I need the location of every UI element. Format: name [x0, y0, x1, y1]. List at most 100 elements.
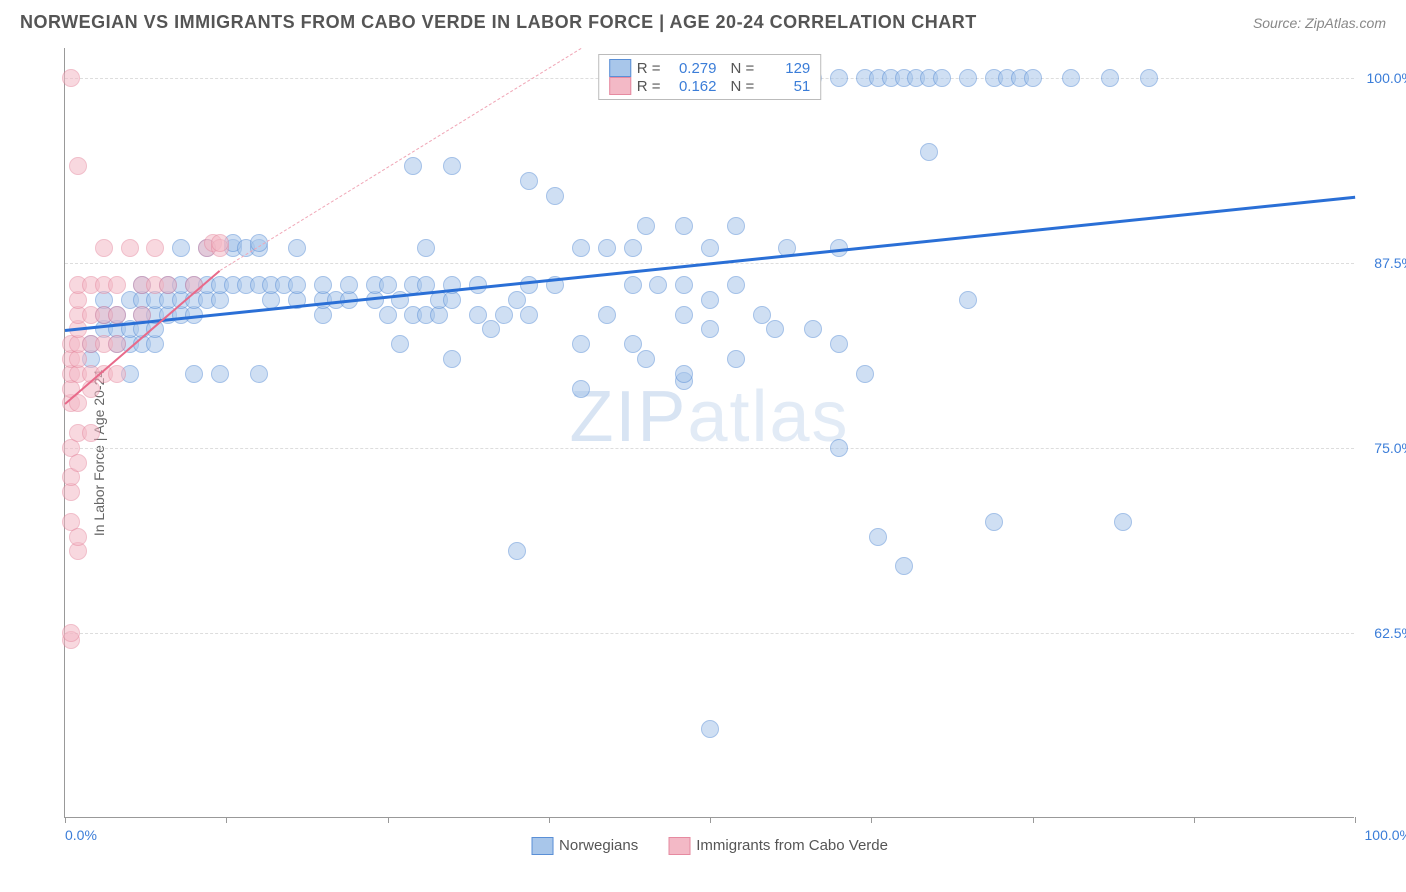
point-norwegians	[933, 69, 951, 87]
point-norwegians	[520, 306, 538, 324]
point-norwegians	[1101, 69, 1119, 87]
point-cabo-verde	[62, 624, 80, 642]
point-cabo-verde	[69, 528, 87, 546]
legend-label: Immigrants from Cabo Verde	[696, 837, 888, 854]
y-tick-label: 100.0%	[1367, 70, 1406, 86]
point-norwegians	[443, 157, 461, 175]
point-norwegians	[520, 276, 538, 294]
r-label: R =	[637, 60, 661, 77]
x-tick	[388, 817, 389, 823]
point-cabo-verde	[159, 276, 177, 294]
point-norwegians	[572, 380, 590, 398]
point-norwegians	[985, 513, 1003, 531]
n-label: N =	[731, 60, 755, 77]
point-cabo-verde	[95, 239, 113, 257]
point-norwegians	[572, 335, 590, 353]
n-value: 129	[760, 60, 810, 77]
point-norwegians	[391, 335, 409, 353]
legend-item: Immigrants from Cabo Verde	[668, 837, 888, 855]
point-norwegians	[727, 350, 745, 368]
point-norwegians	[624, 276, 642, 294]
point-cabo-verde	[108, 365, 126, 383]
stats-row: R =0.279N =129	[609, 59, 811, 77]
point-norwegians	[250, 365, 268, 383]
point-cabo-verde	[108, 335, 126, 353]
y-tick-label: 62.5%	[1374, 625, 1406, 641]
point-norwegians	[856, 365, 874, 383]
legend-swatch	[609, 59, 631, 77]
point-cabo-verde	[69, 157, 87, 175]
point-norwegians	[546, 187, 564, 205]
x-tick	[871, 817, 872, 823]
point-norwegians	[1114, 513, 1132, 531]
point-norwegians	[508, 291, 526, 309]
point-norwegians	[624, 335, 642, 353]
point-norwegians	[701, 720, 719, 738]
stats-row: R =0.162N =51	[609, 77, 811, 95]
point-cabo-verde	[69, 454, 87, 472]
gridline	[65, 633, 1354, 634]
point-norwegians	[675, 365, 693, 383]
point-norwegians	[869, 528, 887, 546]
point-norwegians	[598, 306, 616, 324]
n-label: N =	[731, 78, 755, 95]
point-norwegians	[830, 335, 848, 353]
chart-area: In Labor Force | Age 20-24 ZIPatlas 62.5…	[20, 48, 1386, 858]
point-norwegians	[340, 276, 358, 294]
trend-line	[65, 196, 1355, 332]
point-norwegians	[959, 69, 977, 87]
x-tick	[1033, 817, 1034, 823]
source-label: Source: ZipAtlas.com	[1253, 15, 1386, 31]
point-cabo-verde	[108, 306, 126, 324]
x-tick	[710, 817, 711, 823]
point-norwegians	[211, 365, 229, 383]
legend-label: Norwegians	[559, 837, 638, 854]
point-norwegians	[288, 239, 306, 257]
point-norwegians	[572, 239, 590, 257]
x-tick	[1194, 817, 1195, 823]
series-legend: Norwegians Immigrants from Cabo Verde	[531, 837, 888, 855]
point-norwegians	[404, 157, 422, 175]
x-tick	[1355, 817, 1356, 823]
x-tick	[226, 817, 227, 823]
point-norwegians	[520, 172, 538, 190]
x-min-label: 0.0%	[65, 827, 97, 843]
r-label: R =	[637, 78, 661, 95]
point-norwegians	[701, 291, 719, 309]
x-max-label: 100.0%	[1365, 827, 1406, 843]
point-norwegians	[649, 276, 667, 294]
point-norwegians	[830, 69, 848, 87]
point-norwegians	[379, 306, 397, 324]
r-value: 0.162	[667, 78, 717, 95]
point-norwegians	[482, 320, 500, 338]
header: NORWEGIAN VS IMMIGRANTS FROM CABO VERDE …	[0, 0, 1406, 41]
point-norwegians	[959, 291, 977, 309]
point-norwegians	[469, 306, 487, 324]
point-norwegians	[727, 217, 745, 235]
point-norwegians	[895, 557, 913, 575]
point-norwegians	[675, 306, 693, 324]
point-norwegians	[1140, 69, 1158, 87]
point-norwegians	[804, 320, 822, 338]
point-norwegians	[637, 217, 655, 235]
point-norwegians	[417, 239, 435, 257]
stats-legend: R =0.279N =129R =0.162N =51	[598, 54, 822, 100]
point-norwegians	[443, 350, 461, 368]
point-norwegians	[495, 306, 513, 324]
point-cabo-verde	[108, 276, 126, 294]
legend-swatch	[531, 837, 553, 855]
point-norwegians	[598, 239, 616, 257]
point-norwegians	[1062, 69, 1080, 87]
point-norwegians	[753, 306, 771, 324]
point-norwegians	[624, 239, 642, 257]
point-norwegians	[675, 217, 693, 235]
point-norwegians	[675, 276, 693, 294]
point-norwegians	[172, 239, 190, 257]
point-norwegians	[766, 320, 784, 338]
y-tick-label: 75.0%	[1374, 440, 1406, 456]
point-cabo-verde	[146, 239, 164, 257]
point-norwegians	[1024, 69, 1042, 87]
x-tick	[549, 817, 550, 823]
point-norwegians	[314, 276, 332, 294]
legend-swatch	[609, 77, 631, 95]
